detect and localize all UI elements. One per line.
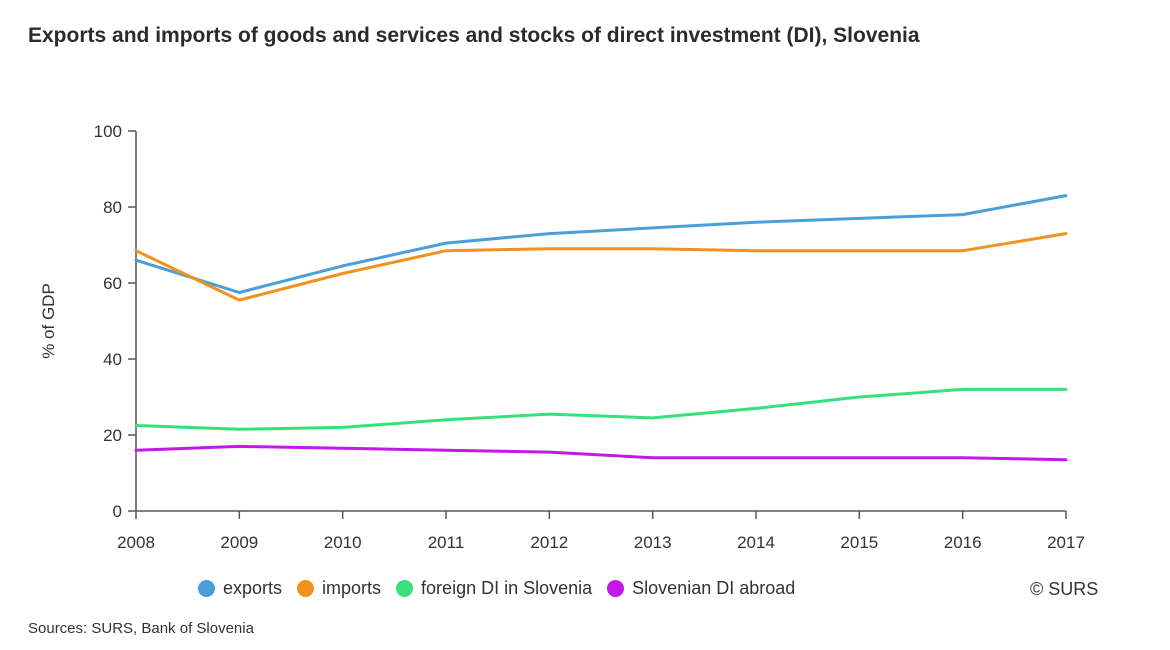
- series-line-0: [134, 194, 1068, 294]
- y-tick-label: 40: [103, 350, 122, 369]
- x-tick-label: 2010: [324, 533, 362, 552]
- legend-marker: [297, 580, 315, 597]
- y-tick-label: 60: [103, 274, 122, 293]
- y-tick-label: 100: [94, 122, 122, 141]
- y-tick-label: 0: [113, 502, 122, 521]
- chart-series: [134, 194, 1068, 462]
- y-tick-label: 80: [103, 198, 122, 217]
- legend-marker: [198, 580, 215, 597]
- copyright-label: © SURS: [1030, 579, 1099, 599]
- legend-label: exports: [223, 578, 283, 598]
- x-tick-label: 2009: [220, 533, 258, 552]
- legend-marker: [607, 580, 625, 597]
- legend-item-3[interactable]: Slovenian DI abroad: [607, 578, 795, 599]
- legend-marker: [396, 580, 414, 597]
- x-tick-label: 2008: [117, 533, 155, 552]
- x-tick-label: 2015: [840, 533, 878, 552]
- y-tick-label: 20: [103, 426, 122, 445]
- y-axis-title: % of GDP: [39, 283, 58, 359]
- x-tick-label: 2011: [428, 533, 465, 552]
- legend-item-1[interactable]: imports: [297, 578, 381, 599]
- chart-tick-labels: 0 20 40 60 80 100 2008 2009 2010 2011 2012 2013 2014…: [39, 122, 1085, 552]
- legend-label: imports: [322, 578, 382, 598]
- legend-label: Slovenian DI abroad: [632, 578, 796, 598]
- x-tick-label: 2016: [944, 533, 982, 552]
- x-tick-label: 2012: [530, 533, 568, 552]
- chart-legend: exports imports foreign DI in Slovenia Slov…: [198, 578, 810, 599]
- series-line-3: [134, 444, 1068, 462]
- legend-label: foreign DI in Slovenia: [421, 578, 593, 598]
- x-tick-label: 2017: [1047, 533, 1085, 552]
- legend-item-0[interactable]: exports: [198, 578, 282, 599]
- chart-axes: [128, 130, 1067, 519]
- series-line-2: [134, 387, 1068, 431]
- chart-title: Exports and imports of goods and service…: [28, 24, 920, 47]
- series-line-1: [134, 232, 1068, 302]
- x-tick-label: 2013: [634, 533, 672, 552]
- x-tick-label: 2014: [737, 533, 775, 552]
- legend-item-2[interactable]: foreign DI in Slovenia: [396, 578, 592, 599]
- sources-note: Sources: SURS, Bank of Slovenia: [28, 620, 254, 637]
